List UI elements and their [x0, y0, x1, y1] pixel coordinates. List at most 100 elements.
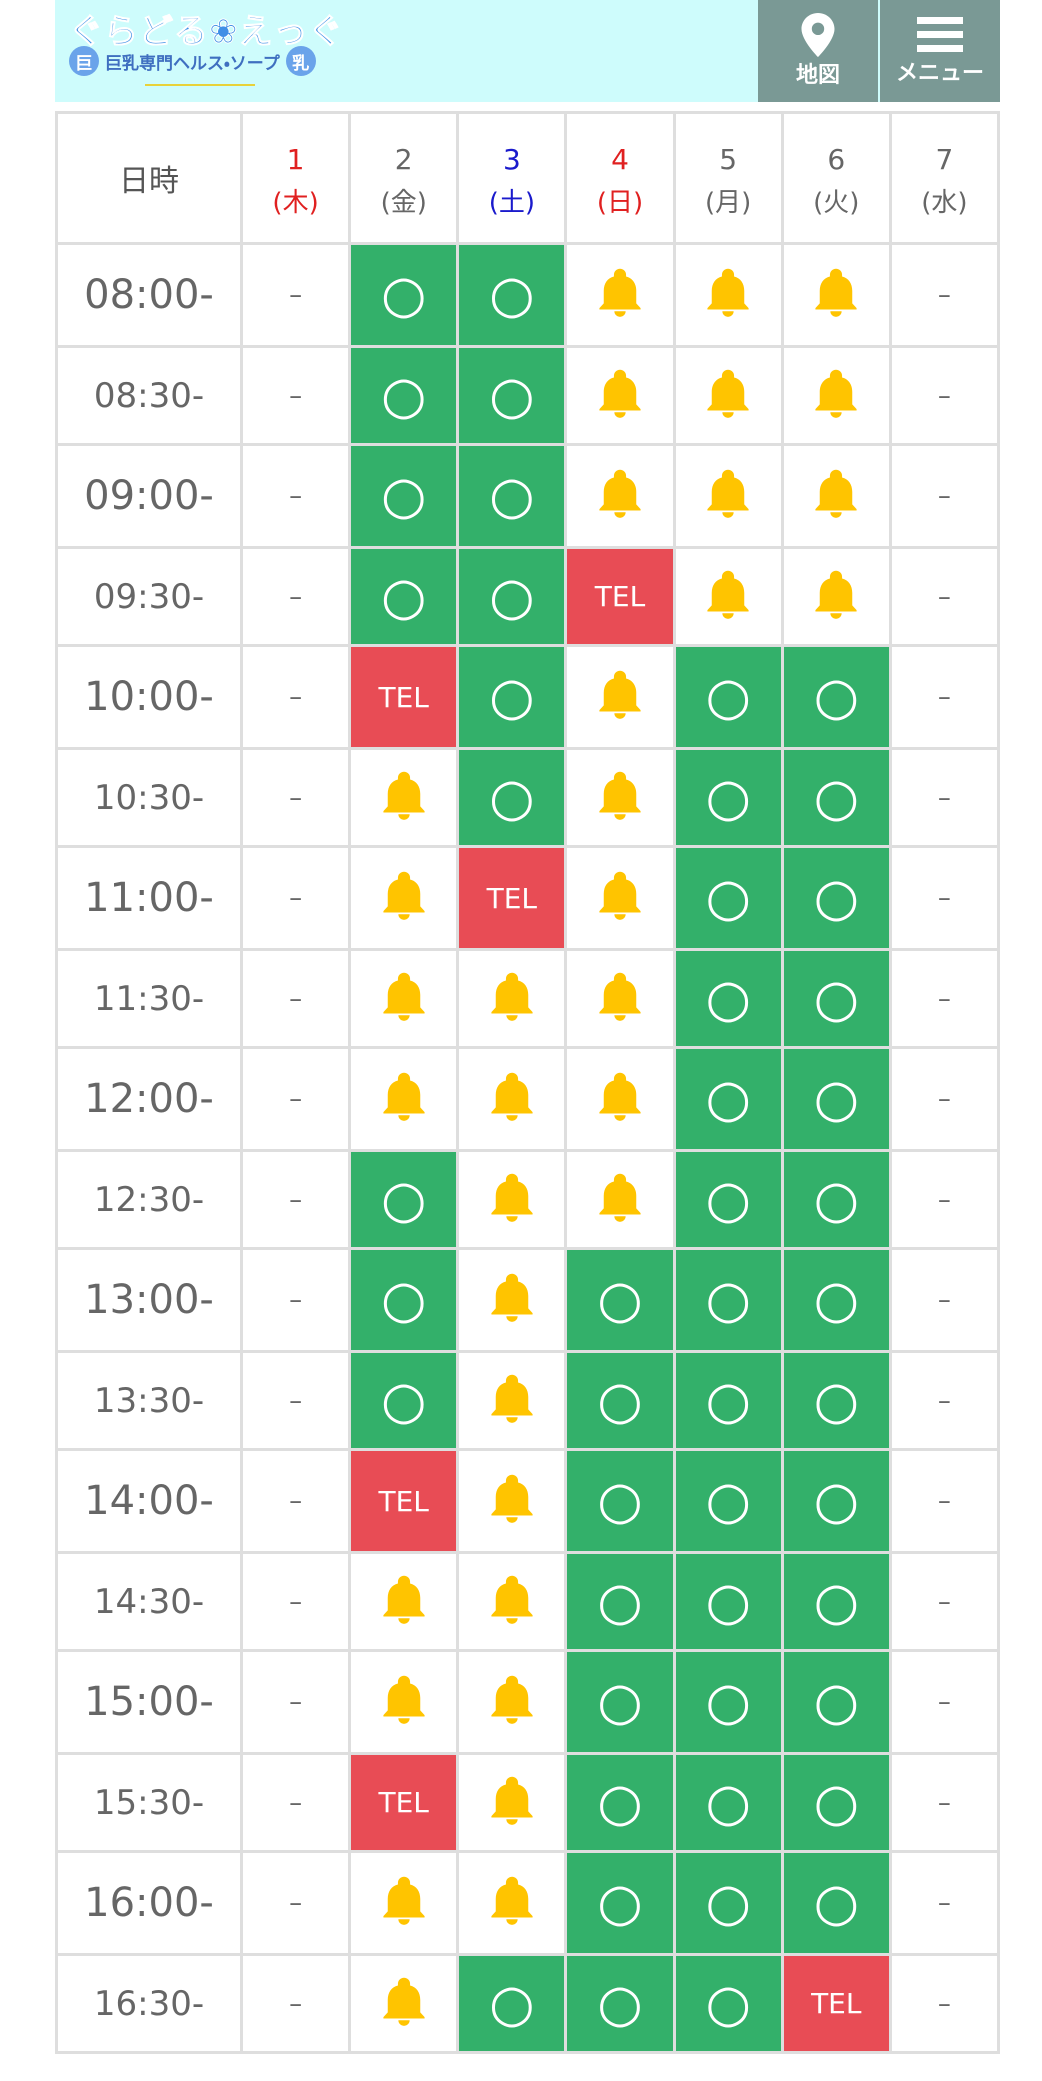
bell-icon	[599, 1072, 641, 1121]
status-ok[interactable]: ○	[456, 345, 568, 446]
status-ok[interactable]: ○	[780, 747, 892, 848]
status-tel[interactable]: TEL	[780, 1953, 892, 2054]
bell-icon	[599, 369, 641, 418]
status-bell	[564, 747, 676, 848]
status-ok[interactable]: ○	[564, 1752, 676, 1853]
bell-icon	[491, 1876, 533, 1925]
status-ok[interactable]: ○	[564, 1350, 676, 1451]
status-ok[interactable]: ○	[348, 1247, 460, 1353]
status-tel[interactable]: TEL	[564, 546, 676, 647]
status-ok[interactable]: ○	[672, 1448, 784, 1554]
bell-icon	[491, 1273, 533, 1322]
status-ok[interactable]: ○	[456, 242, 568, 348]
pin-icon	[801, 13, 835, 57]
status-ok[interactable]: ○	[672, 1149, 784, 1250]
day-number: 6	[827, 142, 846, 176]
status-ok[interactable]: ○	[456, 747, 568, 848]
status-ok[interactable]: ○	[672, 1649, 784, 1755]
map-button[interactable]: 地図	[758, 0, 878, 102]
status-ok[interactable]: ○	[780, 845, 892, 951]
status-bell	[780, 345, 892, 446]
status-ok[interactable]: ○	[780, 1649, 892, 1755]
status-ok[interactable]: ○	[780, 1350, 892, 1451]
status-ok[interactable]: ○	[780, 948, 892, 1049]
status-ok[interactable]: ○	[348, 345, 460, 446]
status-ok[interactable]: ○	[564, 1247, 676, 1353]
badge: 巨	[69, 46, 99, 76]
menu-button[interactable]: メニュー	[880, 0, 1000, 102]
time-row: 12:30- – ○ ○ ○ –	[55, 1149, 1001, 1250]
status-ok[interactable]: ○	[456, 546, 568, 647]
status-ok[interactable]: ○	[780, 1247, 892, 1353]
bell-icon	[815, 268, 857, 317]
status-ok[interactable]: ○	[672, 1551, 784, 1652]
time-label: 15:30-	[55, 1752, 243, 1853]
status-tel[interactable]: TEL	[348, 1752, 460, 1853]
status-tel[interactable]: TEL	[456, 845, 568, 951]
status-ok[interactable]: ○	[780, 1448, 892, 1554]
status-bell	[564, 242, 676, 348]
status-ok[interactable]: ○	[780, 1551, 892, 1652]
status-ok[interactable]: ○	[672, 948, 784, 1049]
status-ok[interactable]: ○	[456, 1953, 568, 2054]
status-tel[interactable]: TEL	[348, 1448, 460, 1554]
status-bell	[456, 1551, 568, 1652]
status-bell	[348, 1850, 460, 1956]
day-header: 3 (土)	[456, 111, 568, 245]
status-ok[interactable]: ○	[564, 1448, 676, 1554]
bell-icon	[383, 1575, 425, 1624]
time-row: 14:30- – ○ ○ ○ –	[55, 1551, 1001, 1652]
day-header: 7 (水)	[888, 111, 1001, 245]
status-ok[interactable]: ○	[672, 1350, 784, 1451]
logo[interactable]: ぐらどる❀えっぐ	[69, 12, 344, 53]
bell-icon	[491, 1776, 533, 1825]
time-row: 11:00- – TEL ○ ○ –	[55, 845, 1001, 951]
status-dash: –	[888, 1350, 1001, 1451]
status-ok[interactable]: ○	[780, 644, 892, 750]
status-ok[interactable]: ○	[672, 1046, 784, 1152]
status-ok[interactable]: ○	[672, 644, 784, 750]
status-ok[interactable]: ○	[672, 747, 784, 848]
status-ok[interactable]: ○	[564, 1649, 676, 1755]
status-ok[interactable]: ○	[672, 845, 784, 951]
time-row: 10:00- – TEL ○ ○ ○ –	[55, 644, 1001, 750]
status-ok[interactable]: ○	[780, 1046, 892, 1152]
time-row: 10:30- – ○ ○ ○ –	[55, 747, 1001, 848]
bell-icon	[491, 1374, 533, 1423]
status-ok[interactable]: ○	[672, 1247, 784, 1353]
status-bell	[564, 948, 676, 1049]
status-ok[interactable]: ○	[564, 1551, 676, 1652]
status-ok[interactable]: ○	[672, 1953, 784, 2054]
status-ok[interactable]: ○	[456, 644, 568, 750]
schedule-table: 日時 1 (木) 2 (金) 3 (土) 4 (日) 5 (月) 6 (火) 7 (水) 08:00- – ○ ○ –…	[55, 111, 1001, 2054]
time-label: 09:00-	[55, 443, 243, 549]
status-dash: –	[888, 242, 1001, 348]
bell-icon	[491, 1474, 533, 1523]
bell-icon	[599, 871, 641, 920]
status-ok[interactable]: ○	[780, 1850, 892, 1956]
status-ok[interactable]: ○	[564, 1850, 676, 1956]
bell-icon	[491, 972, 533, 1021]
bell-icon	[383, 972, 425, 1021]
status-ok[interactable]: ○	[348, 1350, 460, 1451]
status-ok[interactable]: ○	[672, 1850, 784, 1956]
status-ok[interactable]: ○	[456, 443, 568, 549]
button-label: 地図	[795, 63, 840, 88]
status-ok[interactable]: ○	[348, 1149, 460, 1250]
status-bell	[348, 1953, 460, 2054]
status-ok[interactable]: ○	[564, 1953, 676, 2054]
status-ok[interactable]: ○	[780, 1149, 892, 1250]
time-label: 08:00-	[55, 242, 243, 348]
bell-icon	[491, 1072, 533, 1121]
status-ok[interactable]: ○	[780, 1752, 892, 1853]
status-dash: –	[239, 747, 352, 848]
status-tel[interactable]: TEL	[348, 644, 460, 750]
status-ok[interactable]: ○	[348, 242, 460, 348]
status-bell	[348, 747, 460, 848]
status-dash: –	[239, 1551, 352, 1652]
status-bell	[456, 1649, 568, 1755]
bell-icon	[815, 369, 857, 418]
status-ok[interactable]: ○	[672, 1752, 784, 1853]
status-ok[interactable]: ○	[348, 443, 460, 549]
status-ok[interactable]: ○	[348, 546, 460, 647]
